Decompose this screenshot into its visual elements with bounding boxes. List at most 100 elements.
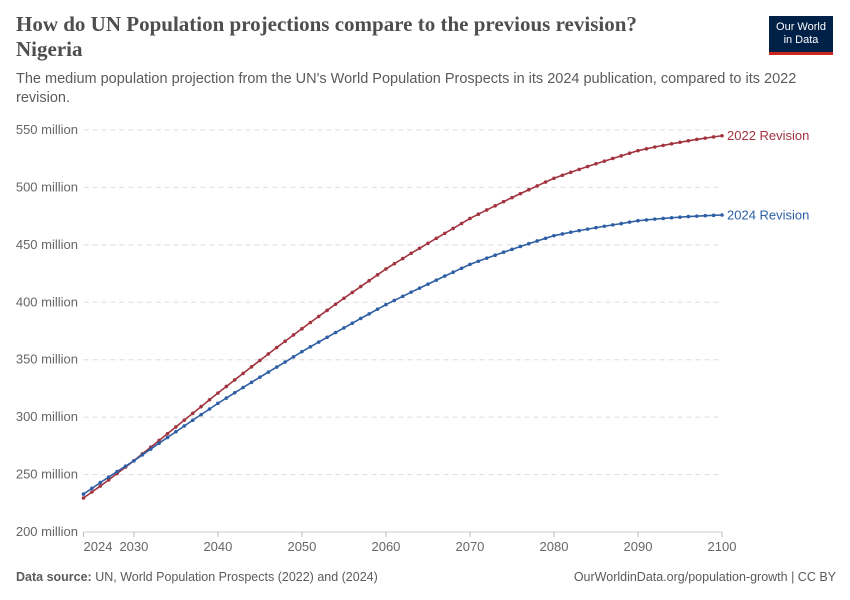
data-point [720,133,724,138]
data-point [216,401,220,406]
data-point [350,321,355,325]
logo-line-1: Our World [776,21,826,33]
data-point [585,227,590,231]
data-point [90,486,94,491]
data-point [669,141,674,146]
data-point [661,143,665,148]
data-point [468,216,472,221]
x-tick-label: 2100 [708,539,737,554]
data-point [594,161,598,166]
data-point [652,145,657,149]
data-point [300,326,304,331]
data-point [300,349,304,354]
data-point [325,308,329,313]
data-point [442,274,447,278]
data-point [459,266,464,271]
data-point [283,360,287,364]
data-point [148,447,153,451]
data-point [157,441,161,446]
data-point [342,296,346,301]
data-point [568,230,573,235]
data-point [123,464,128,468]
data-point [543,236,548,241]
data-point [232,390,237,395]
data-point [602,224,607,229]
data-point [182,418,187,422]
data-point [535,239,539,243]
data-point [434,236,439,241]
data-point [627,151,632,156]
owid-logo[interactable]: Our World in Data [769,16,833,55]
data-point [694,214,699,218]
data-point [510,195,514,200]
title-text: How do UN Population projections compare… [16,12,637,36]
data-point [266,352,271,356]
x-tick-label: 2060 [371,539,400,554]
data-point [249,365,254,369]
data-point [358,284,363,289]
data-point [602,159,607,163]
data-point [333,302,338,307]
x-tick-label: 2050 [287,539,316,554]
x-tick-label: 2024 [84,539,113,554]
x-tick-label: 2040 [203,539,232,554]
data-point [711,135,716,139]
data-point [98,480,103,485]
data-point [417,286,422,290]
data-point [400,256,405,261]
data-point [669,215,674,220]
data-point [132,458,136,463]
data-point [409,251,413,256]
data-point [367,312,371,316]
data-point [409,290,413,294]
footer-link[interactable]: OurWorldinData.org/population-growth | C… [573,570,836,584]
data-point [510,247,514,252]
data-point [291,355,296,359]
data-point [619,221,623,226]
data-point [199,404,203,409]
data-point [577,167,581,172]
data-point [619,154,623,158]
data-point [518,191,523,196]
data-point [518,244,523,249]
data-point [476,259,481,264]
data-point [585,164,590,169]
data-point [493,204,497,208]
data-point [207,407,212,411]
data-point [241,371,245,376]
data-point [392,298,397,303]
data-point [190,418,195,423]
data-point [686,138,691,143]
data-point [711,213,716,218]
data-point [258,375,262,379]
x-tick-label: 2080 [540,539,569,554]
data-point [694,137,699,142]
data-point [610,223,615,227]
data-point [535,184,539,188]
data-point [291,333,296,337]
data-point [350,290,355,295]
data-point [165,431,170,436]
source-label: Data source: [16,570,92,584]
data-point [316,314,321,319]
data-point [375,273,380,277]
data-point [115,469,119,474]
data-point [106,478,111,482]
data-point [501,199,506,204]
data-point [258,358,262,363]
data-point [174,425,178,429]
series-label: 2024 Revision [727,207,809,222]
data-point [720,213,724,217]
data-point [224,396,229,400]
data-point [157,438,161,443]
data-point [636,148,640,153]
series-label: 2022 Revision [727,128,809,143]
data-point [241,385,245,390]
data-point [493,253,497,257]
data-point [375,307,380,311]
data-point [316,340,321,344]
y-tick-label: 300 million [16,409,78,424]
data-point [98,484,103,488]
x-tick-label: 2090 [624,539,653,554]
data-point [81,492,86,496]
